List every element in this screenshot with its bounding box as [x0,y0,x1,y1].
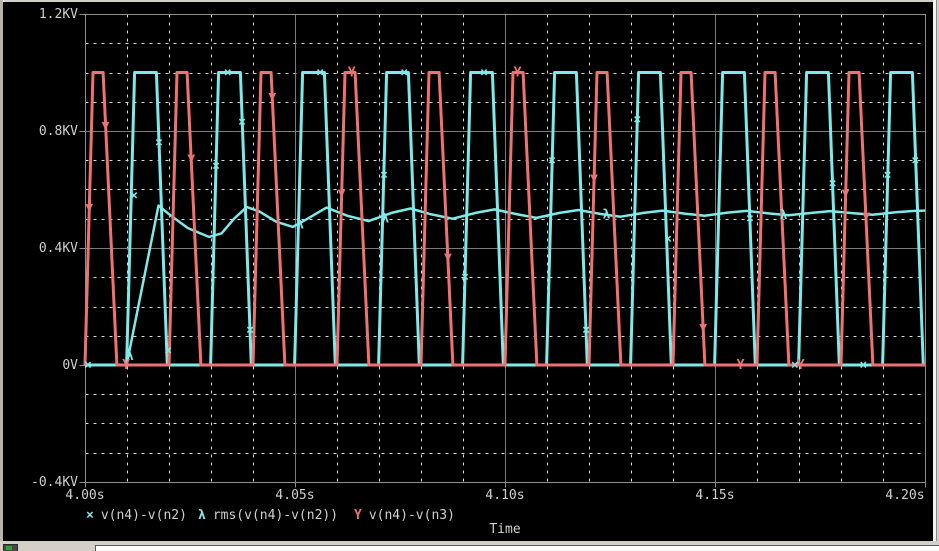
marker-×: × [829,177,837,192]
marker-Y: Y [842,188,850,203]
marker-λ: λ [603,208,611,223]
trace2-marker-icon: λ [198,508,206,523]
marker-×: × [480,66,488,81]
marker-×: × [461,270,469,285]
marker-λ: λ [381,212,389,227]
marker-×: × [155,136,163,151]
marker-Y: Y [102,121,110,136]
marker-×: × [164,343,172,358]
y-tick-label: 0V [62,358,78,373]
marker-Y: Y [797,358,805,373]
marker-Y: Y [268,92,276,107]
background-icon-glyph [6,546,12,550]
marker-Y: Y [737,358,745,373]
marker-Y: Y [85,203,93,218]
marker-×: × [859,358,867,373]
trace-v(n4)-v(n2) [85,71,925,367]
marker-Y: Y [348,66,356,81]
marker-Y: Y [338,188,346,203]
x-axis-title: Time [489,522,521,537]
marker-×: × [238,115,246,130]
legend-item-vn4-vn2[interactable]: × v(n4)-v(n2) [86,508,187,524]
y-tick-label: 0.8KV [38,124,78,139]
x-tick-label: 4.15s [695,488,735,503]
trace3-marker-icon: Y [354,508,362,523]
legend-item-rms[interactable]: λ rms(v(n4)-v(n2)) [198,508,338,524]
marker-×: × [548,153,556,168]
marker-×: × [911,153,919,168]
x-tick-label: 4.10s [485,488,525,503]
marker-Y: Y [699,323,707,338]
axis-box [85,14,926,483]
marker-×: × [633,112,641,127]
window-right-edge [933,0,937,541]
background-window-edge[interactable] [95,545,939,551]
marker-×: × [84,358,92,373]
marker-Y: Y [187,153,195,168]
x-tick-label: 4.00s [65,488,105,503]
trace-rms(v(n4)-v(n2)) [85,204,926,367]
legend-label: v(n4)-v(n2) [100,508,187,523]
marker-Y: Y [122,358,130,373]
marker-×: × [224,66,232,81]
legend-label: rms(v(n4)-v(n2)) [212,508,339,523]
marker-Y: Y [444,253,452,268]
legend-label: v(n4)-v(n3) [368,508,455,523]
marker-×: × [380,168,388,183]
y-tick-label: 1.2KV [38,7,78,22]
y-tick-label: 0.4KV [38,241,78,256]
marker-×: × [212,159,220,174]
marker-×: × [246,323,254,338]
marker-λ: λ [296,218,304,233]
y-tick-label: -0.4KV [31,475,78,490]
background-icon[interactable] [3,544,18,551]
marker-λ: λ [780,208,788,223]
marker-×: × [400,66,408,81]
marker-Y: Y [862,212,870,227]
marker-×: × [316,66,324,81]
window-top-edge [0,0,939,2]
desktop-strip [0,541,939,551]
marker-×: × [582,323,590,338]
trace1-marker-icon: × [86,508,94,523]
marker-×: × [791,358,799,373]
trace-v(n4)-v(n3) [83,71,925,367]
x-tick-label: 4.05s [275,488,315,503]
marker-×: × [746,212,754,227]
x-tick-label: 4.20s [885,488,925,503]
marker-Y: Y [514,66,522,81]
marker-×: × [130,188,138,203]
marker-Y: Y [590,174,598,189]
marker-λ: λ [126,349,134,364]
marker-×: × [664,232,672,247]
marker-×: × [884,168,892,183]
